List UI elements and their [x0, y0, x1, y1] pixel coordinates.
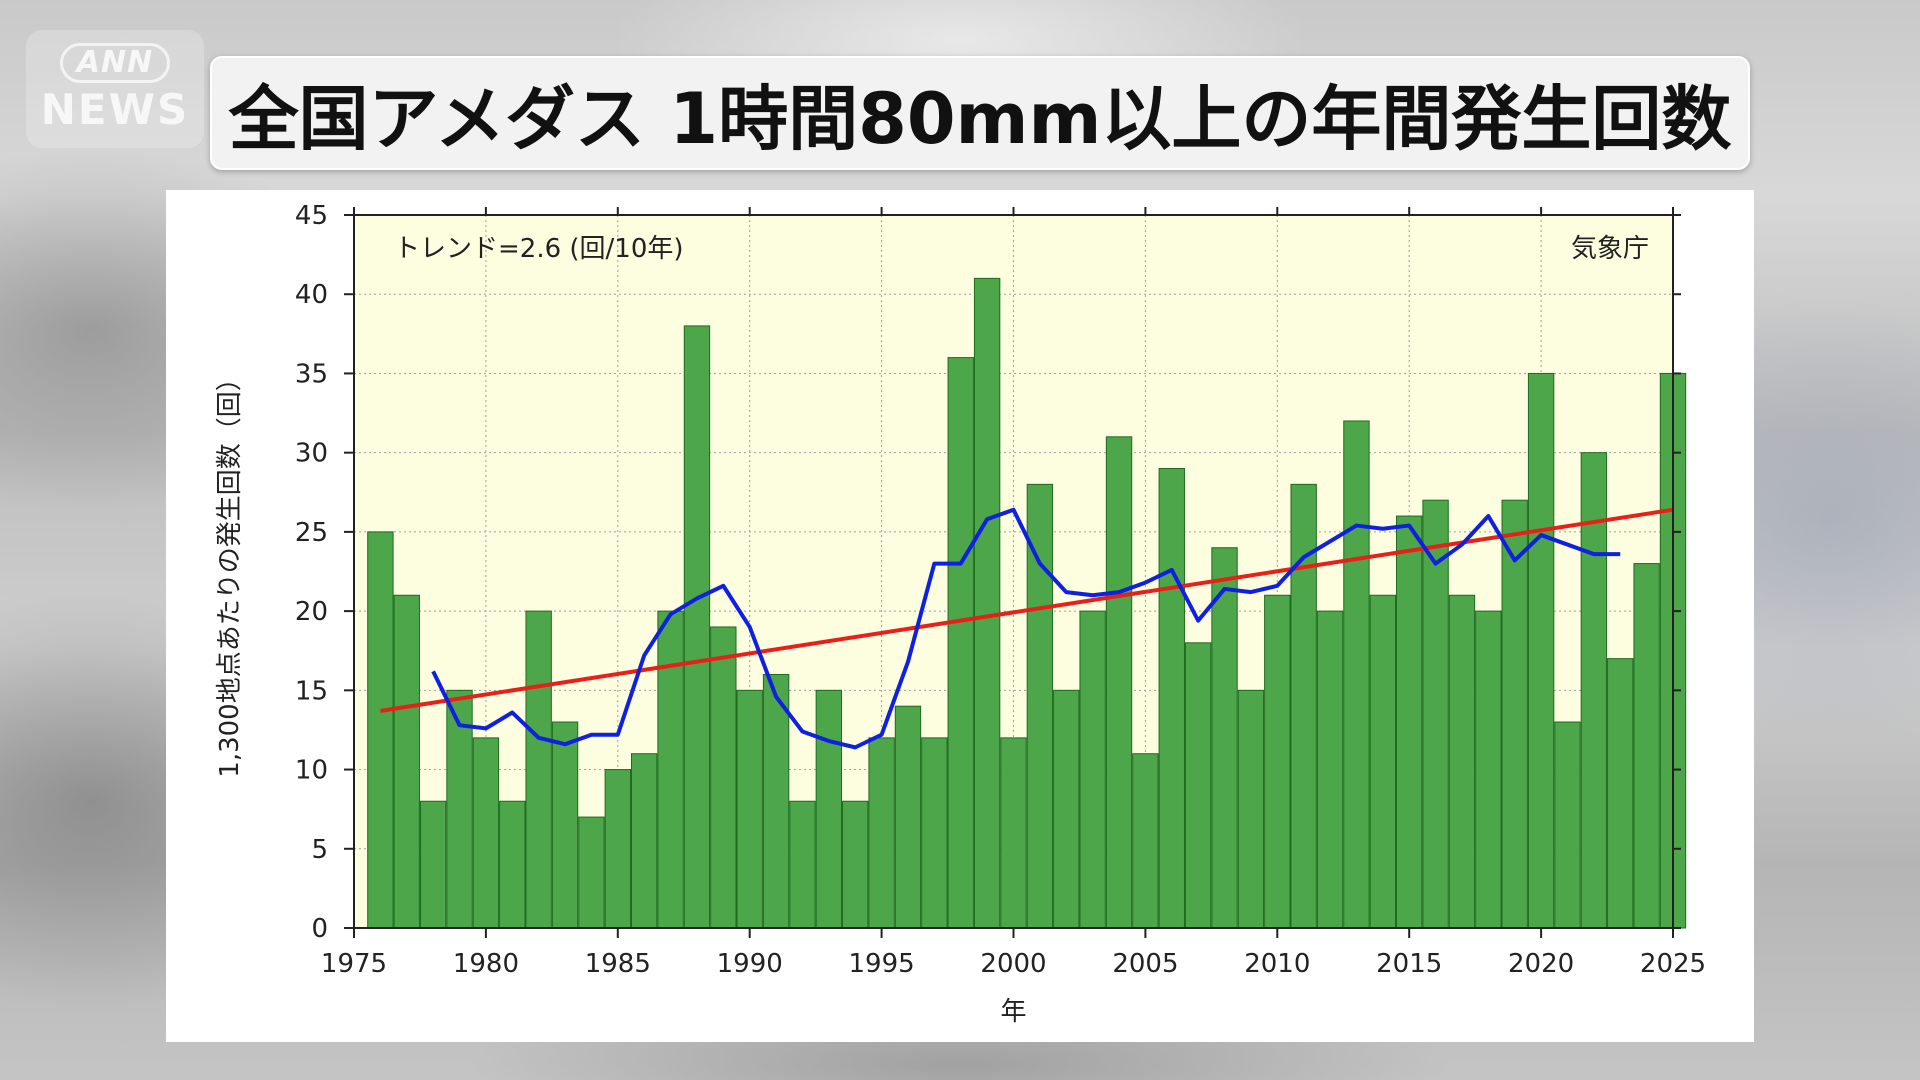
logo-news-text: NEWS: [40, 85, 190, 134]
x-tick-label: 2020: [1508, 949, 1574, 979]
x-tick-label: 2025: [1640, 949, 1706, 979]
bar-2013: [1343, 420, 1370, 929]
y-tick-label: 30: [295, 439, 328, 469]
bar-2009: [1237, 689, 1265, 929]
title-bar: 全国アメダス 1時間80mm以上の年間発生回数: [210, 56, 1750, 170]
bar-2005: [1132, 753, 1159, 929]
bar-2014: [1369, 594, 1397, 929]
x-tick-label: 1990: [717, 949, 783, 979]
bar-1996: [894, 705, 922, 929]
bar-2017: [1448, 594, 1476, 929]
bar-1978: [419, 800, 447, 929]
x-tick-label: 2015: [1376, 949, 1442, 979]
y-tick-label: 10: [295, 756, 328, 786]
source-annotation: 気象庁: [1571, 234, 1649, 264]
bar-1999: [973, 277, 1001, 929]
bar-2010: [1264, 594, 1291, 929]
bar-1980: [472, 737, 500, 929]
bar-1998: [947, 357, 974, 929]
bar-1987: [657, 610, 684, 929]
y-tick-label: 35: [295, 359, 328, 389]
bar-2012: [1316, 610, 1344, 929]
y-axis-label: 1,300地点あたりの発生回数（回）: [215, 365, 245, 777]
y-tick-label: 15: [295, 676, 328, 706]
bar-2021: [1554, 721, 1581, 929]
bar-2019: [1501, 499, 1528, 929]
x-axis-label: 年: [1000, 997, 1026, 1027]
bar-1989: [710, 626, 737, 929]
bar-1985: [604, 769, 631, 929]
bar-2018: [1475, 610, 1502, 929]
x-tick-label: 2010: [1244, 949, 1310, 979]
x-tick-label: 2000: [980, 949, 1046, 979]
bar-1994: [842, 800, 869, 929]
y-tick-label: 0: [311, 914, 328, 944]
bar-1991: [762, 673, 790, 929]
bar-2000: [1000, 737, 1027, 929]
x-tick-label: 1995: [849, 949, 915, 979]
bar-1990: [736, 689, 763, 929]
y-tick-label: 45: [295, 201, 328, 231]
y-tick-label: 20: [295, 597, 328, 627]
bar-1982: [525, 610, 552, 929]
bar-2023: [1607, 658, 1634, 929]
x-tick-label: 2005: [1112, 949, 1178, 979]
bar-1995: [868, 737, 895, 929]
bar-1986: [630, 753, 658, 929]
moving-average-line: [431, 507, 1621, 750]
bar-1984: [578, 816, 605, 929]
bar-2015: [1396, 515, 1423, 929]
bar-2022: [1580, 452, 1608, 929]
logo-ann-text: ANN: [59, 43, 171, 83]
bar-1993: [815, 689, 843, 929]
y-tick-label: 5: [311, 835, 328, 865]
page-title: 全国アメダス 1時間80mm以上の年間発生回数: [228, 77, 1732, 160]
x-tick-label: 1985: [585, 949, 651, 979]
bar-2003: [1079, 610, 1106, 929]
bar-2004: [1105, 436, 1133, 929]
bar-1976: [367, 531, 394, 929]
bar-1977: [393, 594, 420, 929]
bar-1981: [499, 800, 526, 929]
trend-annotation: トレンド=2.6 (回/10年): [394, 234, 684, 264]
bar-2020: [1527, 372, 1555, 929]
bar-2006: [1158, 468, 1185, 929]
x-tick-label: 1975: [321, 949, 387, 979]
chart-panel: 0 5 10 15 20 25 30 35 40 45 1975 1980 1985 1990 1995 20…: [166, 190, 1754, 1042]
trend-line: [380, 507, 1674, 713]
bar-1983: [551, 721, 579, 929]
bar-2007: [1184, 642, 1212, 929]
bar-1992: [789, 800, 816, 929]
bar-2002: [1053, 689, 1080, 929]
y-tick-label: 25: [295, 518, 328, 548]
bar-1988: [683, 325, 711, 929]
bar-1997: [921, 737, 948, 929]
y-tick-label: 40: [295, 280, 328, 310]
bar-2001: [1026, 483, 1054, 929]
bar-2008: [1211, 547, 1238, 929]
bar-2024: [1633, 563, 1660, 929]
ann-news-logo: ANN NEWS: [26, 30, 204, 148]
x-tick-label: 1980: [453, 949, 519, 979]
